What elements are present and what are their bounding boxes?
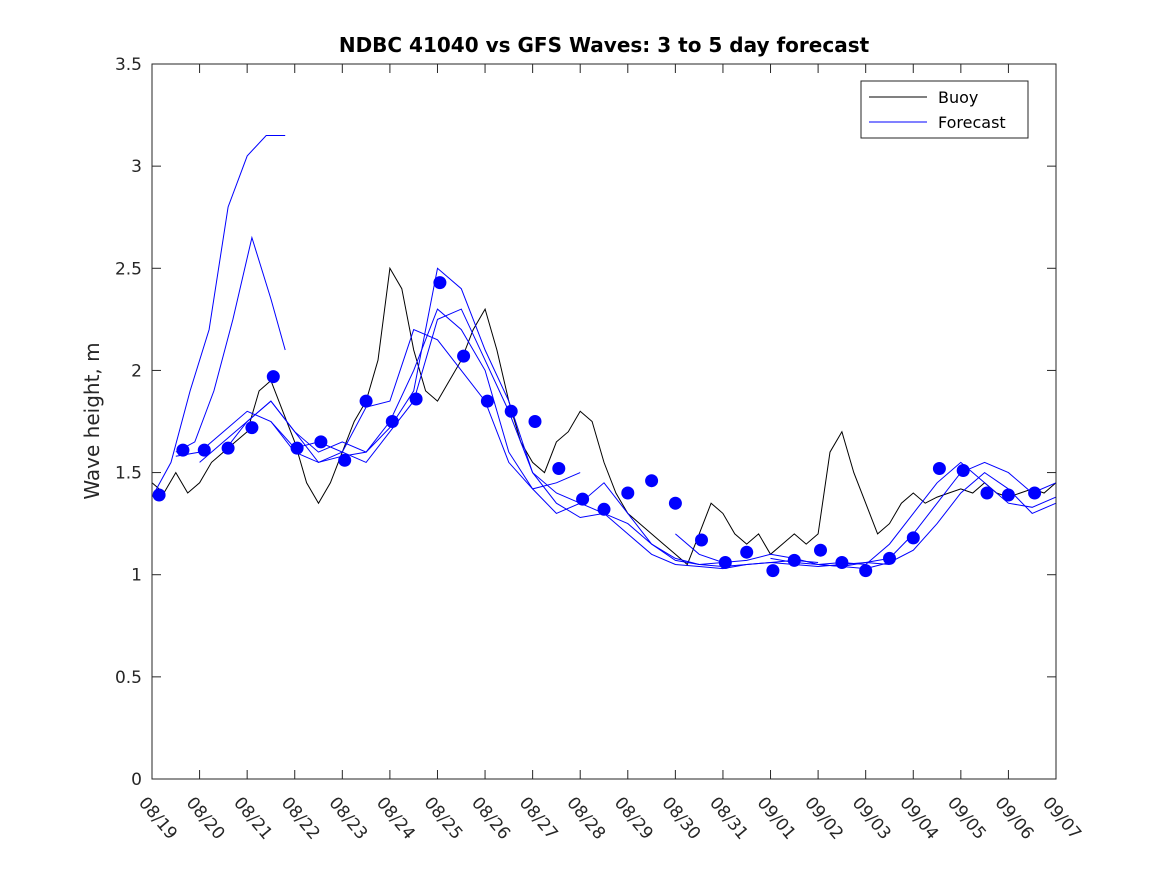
forecast-point: [314, 435, 328, 449]
legend: Buoy Forecast: [860, 80, 1029, 139]
forecast-point: [906, 531, 920, 545]
forecast-point: [695, 533, 708, 547]
forecast-point: [956, 464, 970, 477]
forecast-series-line-2: [175, 235, 286, 453]
forecast-point: [528, 415, 542, 428]
forecast-point: [176, 443, 190, 457]
forecast-point: [766, 564, 780, 578]
forecast-point: [385, 415, 399, 428]
forecast-point: [359, 394, 373, 408]
forecast-point: [883, 551, 896, 565]
forecast-series-line-9: [818, 471, 1057, 570]
legend-forecast-label: Forecast: [938, 113, 1006, 132]
forecast-point: [1028, 486, 1042, 500]
forecast-point: [152, 488, 166, 502]
forecast-point: [859, 564, 873, 578]
y-tick-label: 3.5: [115, 55, 142, 75]
forecast-point: [504, 404, 518, 418]
forecast-point: [1001, 488, 1015, 502]
forecast-point: [980, 486, 994, 500]
forecast-series-line-3: [175, 328, 581, 490]
legend-buoy-label: Buoy: [938, 88, 978, 107]
forecast-series-line-5: [223, 308, 819, 568]
y-axis-label: Wave height, m: [80, 342, 104, 499]
forecast-point: [668, 496, 682, 510]
y-tick-label: 2: [131, 361, 142, 381]
forecast-point: [433, 276, 447, 290]
forecast-point: [221, 441, 235, 455]
forecast-point: [718, 556, 732, 569]
forecast-point: [266, 370, 280, 384]
y-tick-label: 1: [131, 566, 142, 586]
forecast-point: [932, 462, 946, 475]
forecast-point: [290, 441, 304, 455]
plot-area-border: [151, 63, 1057, 780]
forecast-point: [552, 462, 566, 475]
series-layer: [151, 135, 1057, 578]
y-tick-label: 0: [131, 770, 142, 790]
forecast-point: [245, 421, 259, 435]
forecast-point: [409, 392, 423, 406]
legend-box: [860, 80, 1029, 139]
forecast-point: [787, 553, 801, 567]
y-tick-label: 2.5: [115, 259, 142, 279]
forecast-point: [197, 443, 211, 457]
forecast-point: [645, 474, 659, 488]
forecast-point: [835, 556, 849, 569]
forecast-series-line-1: [151, 135, 286, 498]
forecast-point: [576, 492, 590, 506]
forecast-point: [457, 349, 471, 363]
forecast-series-line-6: [270, 267, 890, 570]
forecast-point: [740, 545, 754, 559]
y-tick-label: 3: [131, 157, 142, 177]
forecast-point: [597, 502, 611, 516]
forecast-point: [621, 486, 635, 500]
y-tick-label: 0.5: [115, 668, 142, 688]
chart-title: NDBC 41040 vs GFS Waves: 3 to 5 day fore…: [339, 33, 870, 57]
forecast-point: [480, 394, 494, 408]
y-tick-label: 1.5: [115, 464, 142, 484]
buoy-series-line: [151, 266, 1057, 566]
forecast-point: [814, 543, 827, 557]
forecast-point: [338, 453, 352, 467]
